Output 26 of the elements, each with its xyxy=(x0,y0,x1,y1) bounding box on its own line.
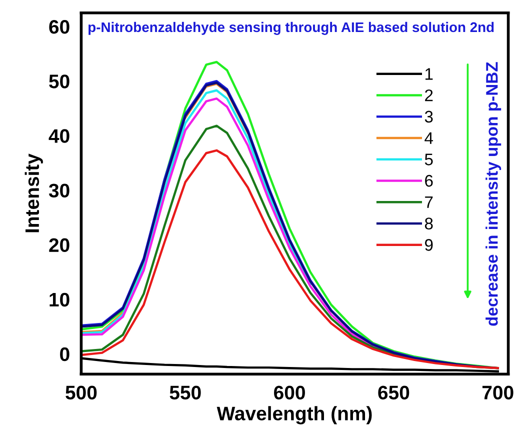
y-axis-title: Intensity xyxy=(24,154,43,232)
legend-label: 3 xyxy=(424,110,433,123)
y-tick-label: 20 xyxy=(49,238,70,252)
x-tick-label: 500 xyxy=(66,386,97,400)
legend-label: 2 xyxy=(425,89,433,102)
annotation: decrease in intensity upon p-NBZ xyxy=(486,62,502,326)
x-axis-title: Wavelength (nm) xyxy=(216,406,372,424)
x-tick-label: 550 xyxy=(170,386,201,400)
y-tick-label: 60 xyxy=(49,20,70,34)
legend-label: 7 xyxy=(425,196,433,208)
line-series xyxy=(81,89,312,334)
y-tick-label: 50 xyxy=(49,74,70,88)
legend-label: 9 xyxy=(425,239,433,251)
legend-label: 6 xyxy=(425,174,433,187)
x-tick-label: 650 xyxy=(378,386,410,400)
y-tick-label: 30 xyxy=(48,184,70,198)
y-tick-label: 40 xyxy=(48,129,70,143)
legend-label: 5 xyxy=(424,154,433,166)
y-tick-label: 10 xyxy=(50,292,70,307)
text: p-Nitrobenzaldehyde sensing through AIE based solution 2nd xyxy=(88,22,494,35)
x-tick-label: 700 xyxy=(482,386,514,400)
legend-label: 1 xyxy=(425,68,433,80)
legend-label: 4 xyxy=(424,132,434,144)
x-tick-label: 600 xyxy=(274,386,305,400)
legend-label: 8 xyxy=(424,218,433,230)
y-tick-label: 0 xyxy=(60,347,70,362)
